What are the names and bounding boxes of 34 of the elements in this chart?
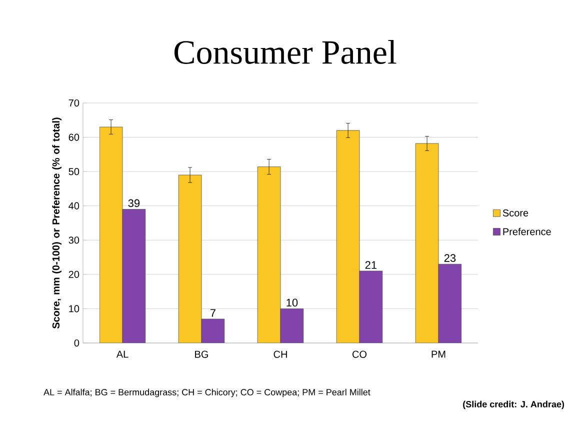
x-tick-label: BG xyxy=(195,350,208,358)
y-tick-label: 20 xyxy=(68,270,80,278)
bar xyxy=(359,270,383,343)
bar xyxy=(438,264,462,343)
legend-label: Preference xyxy=(503,228,551,236)
y-tick-label: 60 xyxy=(68,134,80,141)
x-tick-label: CO xyxy=(352,350,367,358)
x-tick-label: AL xyxy=(116,350,128,358)
bar xyxy=(280,308,304,343)
text: AL = Alfalfa; BG = Bermudagrass; CH = Chicory; CO = Cowpea; PM = Pearl Millet xyxy=(44,388,370,398)
data-label: 23 xyxy=(444,254,456,262)
data-label: 7 xyxy=(210,309,216,317)
legend-label: Score xyxy=(502,209,528,216)
y-tick-label: 30 xyxy=(68,236,80,244)
text: (Slide credit: J. Andrae) xyxy=(463,400,564,410)
data-label: 10 xyxy=(286,298,298,307)
x-tick-label: CH xyxy=(274,350,287,358)
y-tick-label: 40 xyxy=(68,202,80,210)
y-axis-title: Score, mm (0-100) or Preference (% of total) xyxy=(52,118,62,329)
y-tick-label: 10 xyxy=(69,305,80,312)
data-label: 39 xyxy=(128,199,140,208)
bar xyxy=(257,166,281,343)
bar xyxy=(122,209,146,343)
bar xyxy=(336,130,360,343)
y-tick-label: 70 xyxy=(68,99,80,107)
x-tick-label: PM xyxy=(432,350,446,358)
y-tick-label: 0 xyxy=(74,339,80,347)
bar xyxy=(178,174,202,343)
bar xyxy=(415,143,439,343)
bar xyxy=(99,126,123,343)
data-label: 21 xyxy=(365,261,377,269)
bar xyxy=(201,318,225,343)
chart-title: Consumer Panel xyxy=(174,40,396,64)
y-tick-label: 50 xyxy=(68,168,80,176)
